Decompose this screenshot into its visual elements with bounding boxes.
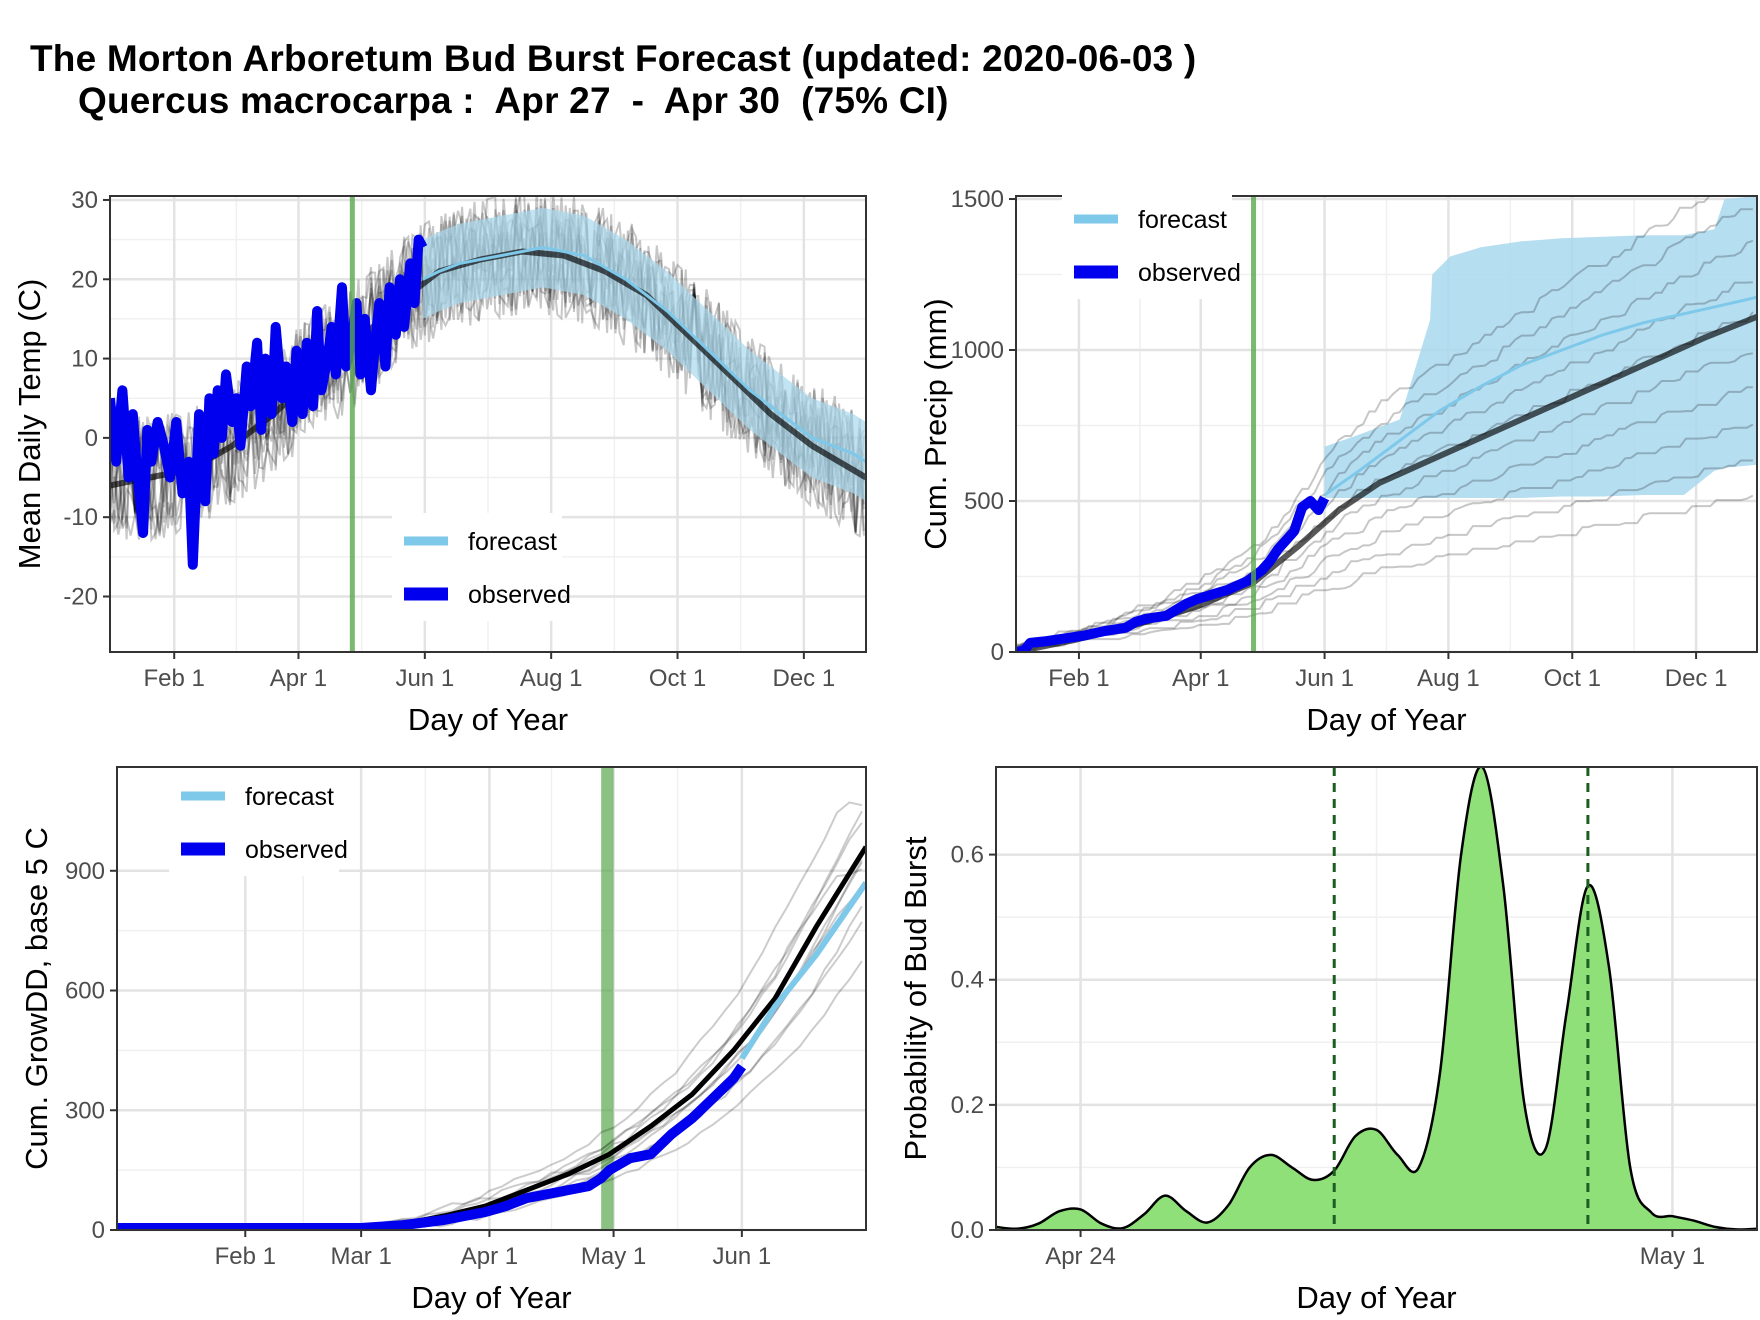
legend-label-forecast: forecast [245,783,334,811]
ensemble-trace [1016,459,1753,652]
x-tick-label: Dec 1 [773,665,836,692]
x-tick-label: Feb 1 [1048,665,1109,692]
panel-border [995,766,1758,1231]
x-tick-label: Oct 1 [1544,665,1601,692]
y-axis-title: Cum. Precip (mm) [918,298,953,549]
y-tick-label: 0 [991,639,1004,666]
ensemble-trace [1016,494,1754,652]
ensemble-trace [1016,196,1711,652]
chart-subtitle: Quercus macrocarpa : Apr 27 - Apr 30 (75… [78,80,949,121]
forecast-line [739,881,866,1061]
legend-label-observed: observed [1138,259,1241,287]
plot-area [1016,196,1757,652]
density-line [996,767,1757,1230]
x-tick-label: Aug 1 [520,665,583,692]
y-axis-title: Probability of Bud Burst [898,836,933,1160]
x-tick-label: Feb 1 [215,1243,276,1270]
y-axis-title: Cum. GrowDD, base 5 C [19,827,54,1170]
observed-line [117,1063,747,1230]
x-tick-label: Jun 1 [395,665,454,692]
x-tick-label: Aug 1 [1417,665,1480,692]
ensemble-trace [1016,239,1754,650]
x-axis-title: Day of Year [411,1280,571,1315]
x-tick-label: Oct 1 [649,665,706,692]
y-tick-label: 30 [71,187,98,214]
legend-background [1062,191,1232,299]
legend-label-observed: observed [468,581,571,609]
plot-area [117,767,866,1230]
legend-label-forecast: forecast [468,528,557,556]
x-axis-title: Day of Year [1296,1280,1456,1315]
y-axis-title: Mean Daily Temp (C) [12,279,47,570]
y-tick-label: 300 [65,1097,105,1124]
panel-border [109,195,867,653]
forecast-band [422,207,866,502]
legend: forecast observed [169,768,348,876]
x-tick-label: Feb 1 [144,665,205,692]
x-axis-title: Day of Year [1306,702,1466,737]
y-tick-label: 0.0 [951,1217,984,1244]
ensemble-trace [1016,208,1753,651]
observed-line [110,234,428,570]
forecast-line [1323,295,1757,497]
forecast-line [422,245,866,463]
panel-bud_burst_probability: Apr 24 May 1 0.0 0.2 0.4 0.6 Day of Year Probab… [898,766,1758,1315]
observed-line [1016,495,1330,652]
x-tick-label: Jun 1 [712,1243,771,1270]
y-tick-label: 20 [71,266,98,293]
panel-temperature: Feb 1 Apr 1 Jun 1 Aug 1 Oct 1 Dec 1 -20 -10 0 10 2… [12,187,867,737]
y-tick-label: 900 [65,858,105,885]
legend-background [169,768,339,876]
y-tick-label: 0 [85,425,98,452]
y-tick-label: -20 [63,583,98,610]
y-tick-label: 500 [964,488,1004,515]
y-tick-label: 600 [65,978,105,1005]
y-tick-label: 1500 [951,186,1004,213]
x-tick-label: Apr 1 [1172,665,1229,692]
y-tick-label: -10 [63,504,98,531]
x-axis-title: Day of Year [408,702,568,737]
y-tick-label: 0 [92,1217,105,1244]
x-tick-label: Dec 1 [1665,665,1728,692]
legend-label-observed: observed [245,836,348,864]
y-tick-label: 0.6 [951,842,984,869]
panel-growing_degree_days: Feb 1 Mar 1 Apr 1 May 1 Jun 1 0 300 600 900 Day o… [19,766,867,1315]
y-tick-label: 0.2 [951,1092,984,1119]
panel-precipitation: Feb 1 Apr 1 Jun 1 Aug 1 Oct 1 Dec 1 0 500 1000 15… [918,186,1758,737]
y-tick-label: 1000 [951,337,1004,364]
panel-border [1015,195,1758,653]
y-tick-label: 10 [71,346,98,373]
x-tick-label: Apr 24 [1045,1243,1116,1270]
legend: forecast observed [392,513,571,621]
legend-label-forecast: forecast [1138,206,1227,234]
x-tick-label: Apr 1 [270,665,327,692]
x-tick-label: May 1 [1640,1243,1705,1270]
legend-background [392,513,562,621]
bud-burst-window [601,767,614,1230]
density-area [996,767,1757,1230]
forecast-band [1324,196,1757,498]
x-tick-label: Jun 1 [1295,665,1354,692]
x-tick-label: Apr 1 [461,1243,518,1270]
plot-area [996,767,1757,1230]
chart-title: The Morton Arboretum Bud Burst Forecast … [30,38,1197,79]
x-tick-label: Mar 1 [330,1243,391,1270]
x-tick-label: May 1 [581,1243,646,1270]
y-tick-label: 0.4 [951,967,984,994]
ensemble-trace [1016,423,1754,652]
panel-border [116,766,867,1231]
ensemble-trace [117,822,863,1230]
legend: forecast observed [1062,191,1241,299]
plot-area [110,196,866,652]
